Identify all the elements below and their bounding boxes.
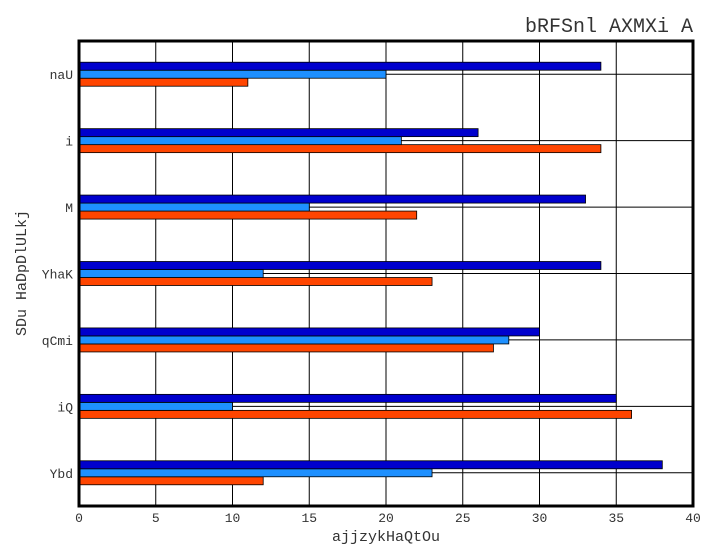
- bar: [78, 77, 249, 87]
- y-tick-label: iQ: [57, 400, 73, 415]
- bar: [78, 476, 264, 486]
- bar: [78, 69, 387, 79]
- bar: [78, 327, 540, 337]
- x-tick-label: 20: [378, 511, 394, 526]
- bar: [78, 343, 494, 353]
- y-tick-label: i: [65, 135, 73, 150]
- x-tick-labels: 0 5 10 15 20 25 30 35 40: [75, 511, 701, 526]
- bar: [78, 401, 233, 411]
- y-tick-label: qCmi: [42, 334, 73, 349]
- bars: [78, 61, 663, 486]
- bar: [78, 277, 433, 286]
- bar: [78, 261, 602, 270]
- y-tick-label: naU: [50, 68, 73, 83]
- y-tick-label: M: [65, 201, 73, 216]
- x-axis-label: ajjzykHaQtOu: [332, 529, 440, 546]
- bar: [78, 269, 264, 278]
- y-axis-label: SDu HaDpDlULkj: [14, 210, 31, 336]
- bar: [78, 335, 510, 345]
- bar: [78, 202, 310, 212]
- chart-title: bRFSnl AXMXi A: [525, 16, 693, 39]
- x-tick-label: 30: [532, 511, 548, 526]
- x-tick-label: 5: [152, 511, 160, 526]
- x-tick-label: 25: [455, 511, 471, 526]
- bar: [78, 136, 402, 146]
- x-tick-label: 10: [225, 511, 241, 526]
- y-tick-label: Ybd: [50, 467, 73, 482]
- x-tick-label: 40: [685, 511, 701, 526]
- bar: [78, 393, 617, 403]
- bar: [78, 210, 418, 220]
- plot-frame: [77, 39, 695, 508]
- bar: [78, 194, 586, 204]
- y-tick-labels: Ybd iQ qCmi YhaK Mi naU: [42, 68, 73, 482]
- bar: [78, 61, 602, 71]
- x-tick-label: 35: [608, 511, 624, 526]
- x-tick-label: 15: [301, 511, 317, 526]
- bar: [78, 128, 479, 138]
- bar: [78, 409, 632, 419]
- y-tick-label: YhaK: [42, 268, 73, 283]
- bar: [78, 144, 602, 154]
- x-tick-label: 0: [75, 511, 83, 526]
- bar: [78, 460, 663, 470]
- bar: [78, 468, 433, 478]
